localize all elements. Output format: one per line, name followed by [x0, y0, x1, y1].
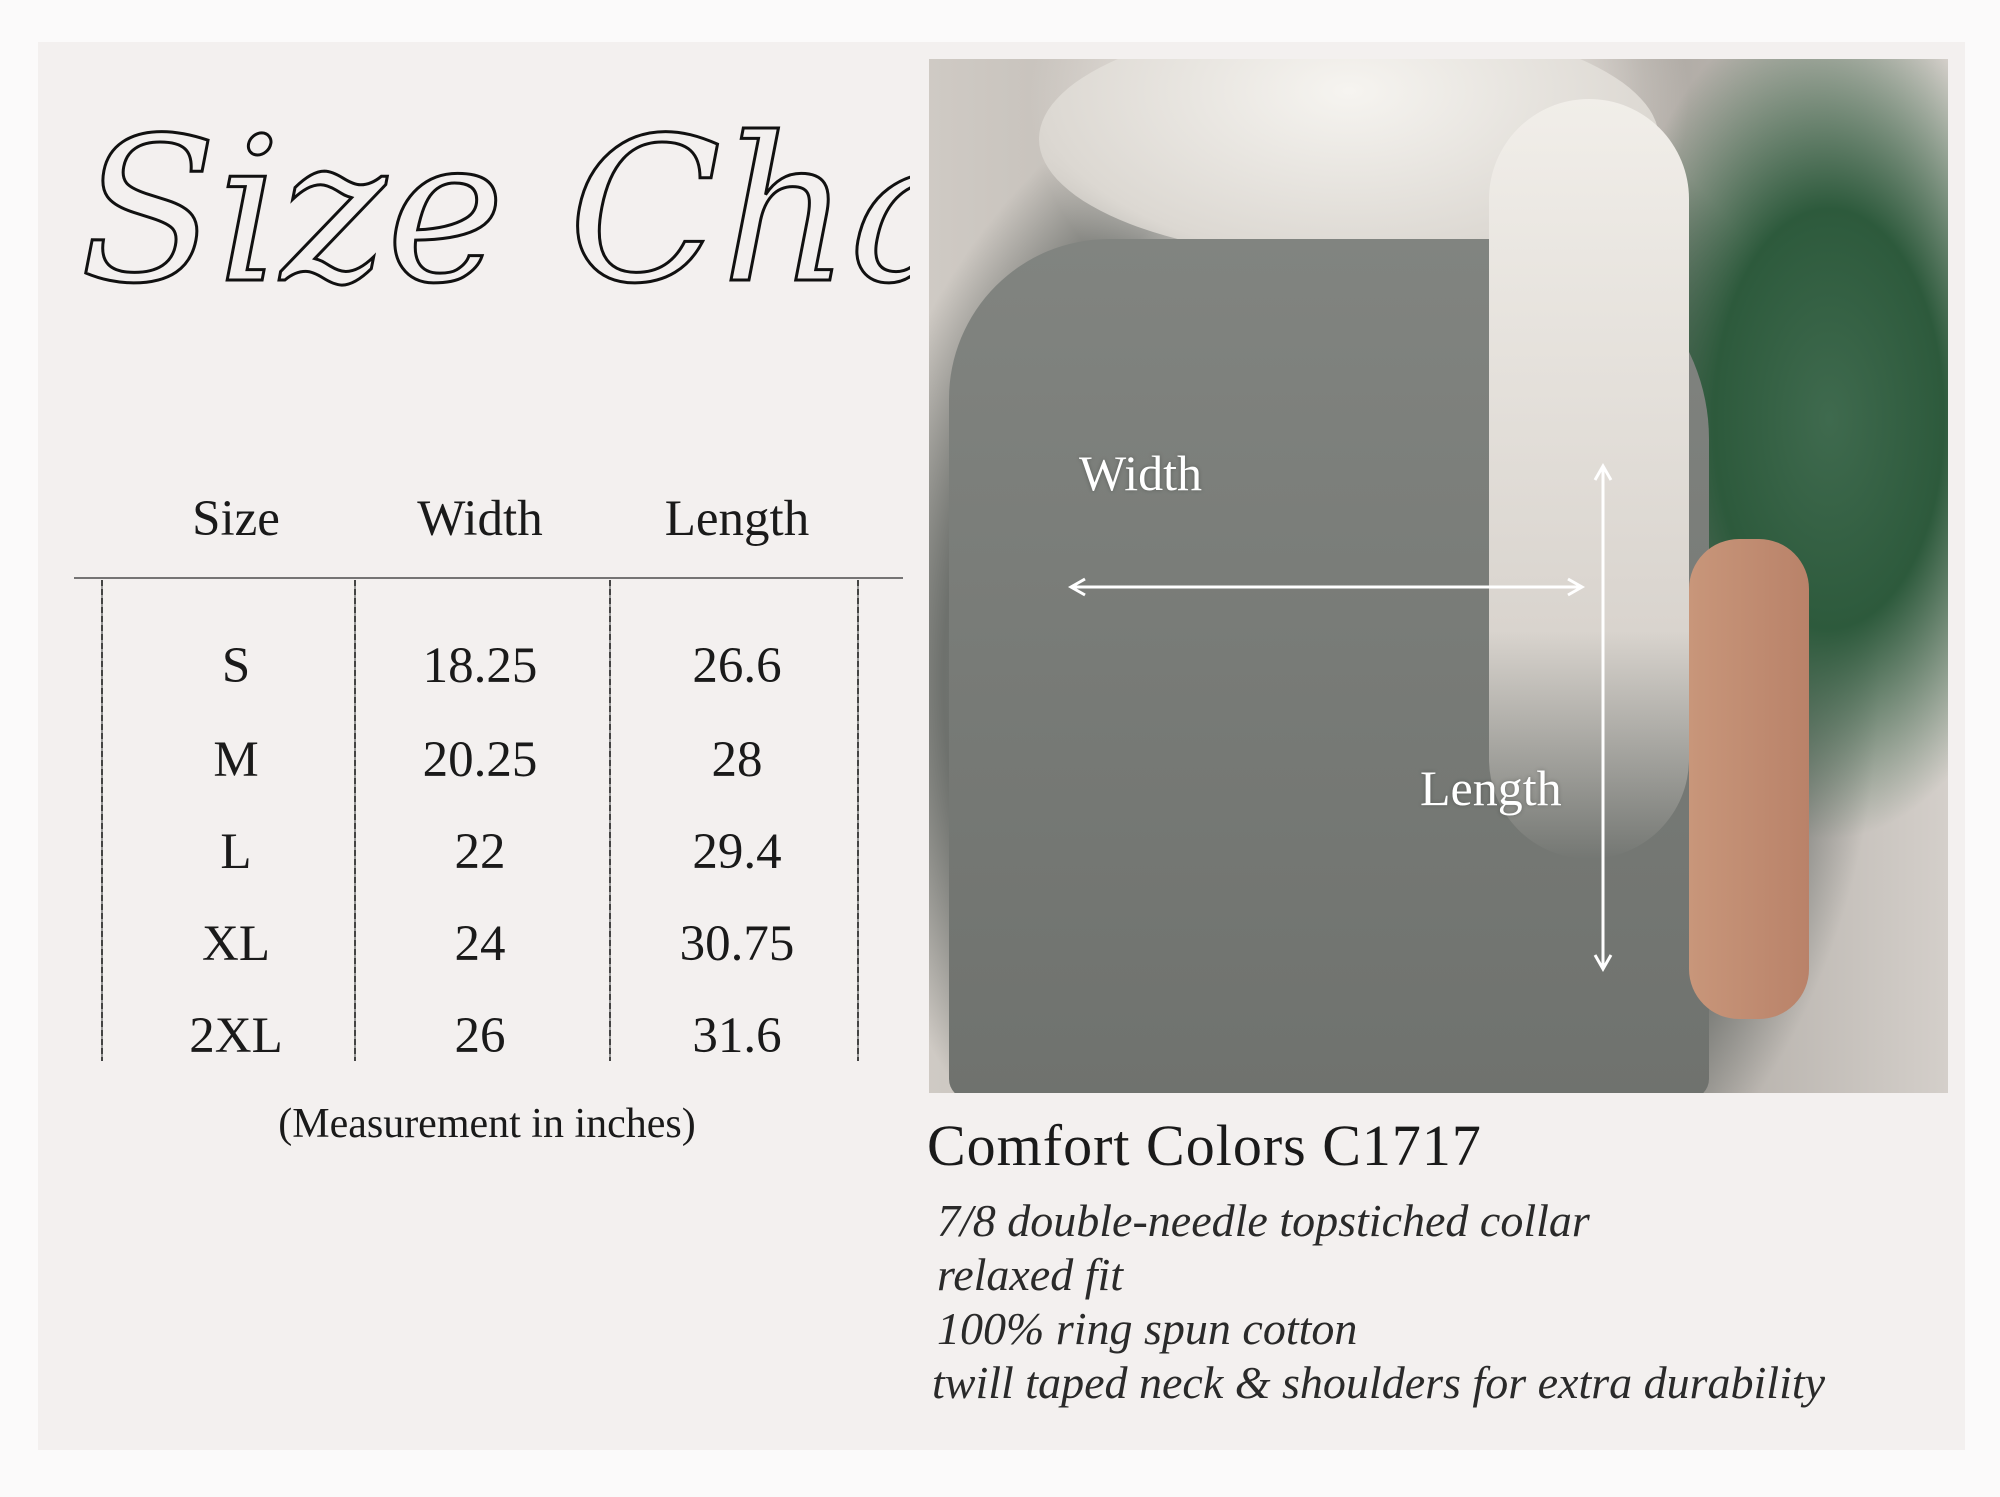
column-divider	[101, 580, 103, 1061]
feature-item: relaxed fit	[937, 1249, 1124, 1300]
title-text: Size Chart	[80, 95, 910, 328]
length-cell: 29.4	[692, 824, 782, 880]
column-divider	[609, 580, 611, 1061]
model-photo: Width Length	[929, 59, 1948, 1093]
size-chart-title: Size Chart	[70, 80, 1148, 400]
width-cell: 22	[454, 824, 506, 880]
script-title-logo: Size Chart	[79, 94, 1148, 330]
length-label: Length	[1420, 760, 1562, 816]
hair-shape	[1489, 99, 1689, 859]
width-arrow-icon	[1067, 577, 1586, 597]
product-name: Comfort Colors C1717	[927, 1113, 1482, 1178]
header-width: Width	[417, 491, 543, 547]
size-cell: 2XL	[189, 1008, 283, 1064]
length-cell: 31.6	[692, 1008, 782, 1064]
header-divider	[74, 577, 903, 579]
length-arrow-icon	[1593, 462, 1613, 973]
measurement-arrows	[1067, 462, 1613, 973]
length-cell: 28	[711, 732, 763, 788]
width-cell: 24	[454, 916, 506, 972]
size-cell: S	[221, 638, 251, 694]
length-cell: 30.75	[679, 916, 795, 972]
feature-item: 100% ring spun cotton	[937, 1303, 1358, 1354]
size-cell: L	[220, 824, 252, 880]
header-size: Size	[192, 491, 280, 547]
header-length: Length	[664, 491, 810, 547]
width-label: Width	[1079, 445, 1202, 501]
measurement-note: (Measurement in inches)	[278, 1101, 696, 1147]
feature-item: 7/8 double-needle topstiched collar	[937, 1195, 1590, 1246]
size-cell: M	[213, 732, 259, 788]
column-divider	[857, 580, 859, 1061]
width-cell: 26	[454, 1008, 506, 1064]
arm-shape	[1689, 539, 1809, 1019]
feature-item: twill taped neck & shoulders for extra d…	[932, 1357, 1826, 1408]
width-cell: 20.25	[422, 732, 538, 788]
length-cell: 26.6	[692, 638, 782, 694]
column-divider	[354, 580, 356, 1061]
width-cell: 18.25	[422, 638, 538, 694]
size-cell: XL	[202, 916, 270, 972]
